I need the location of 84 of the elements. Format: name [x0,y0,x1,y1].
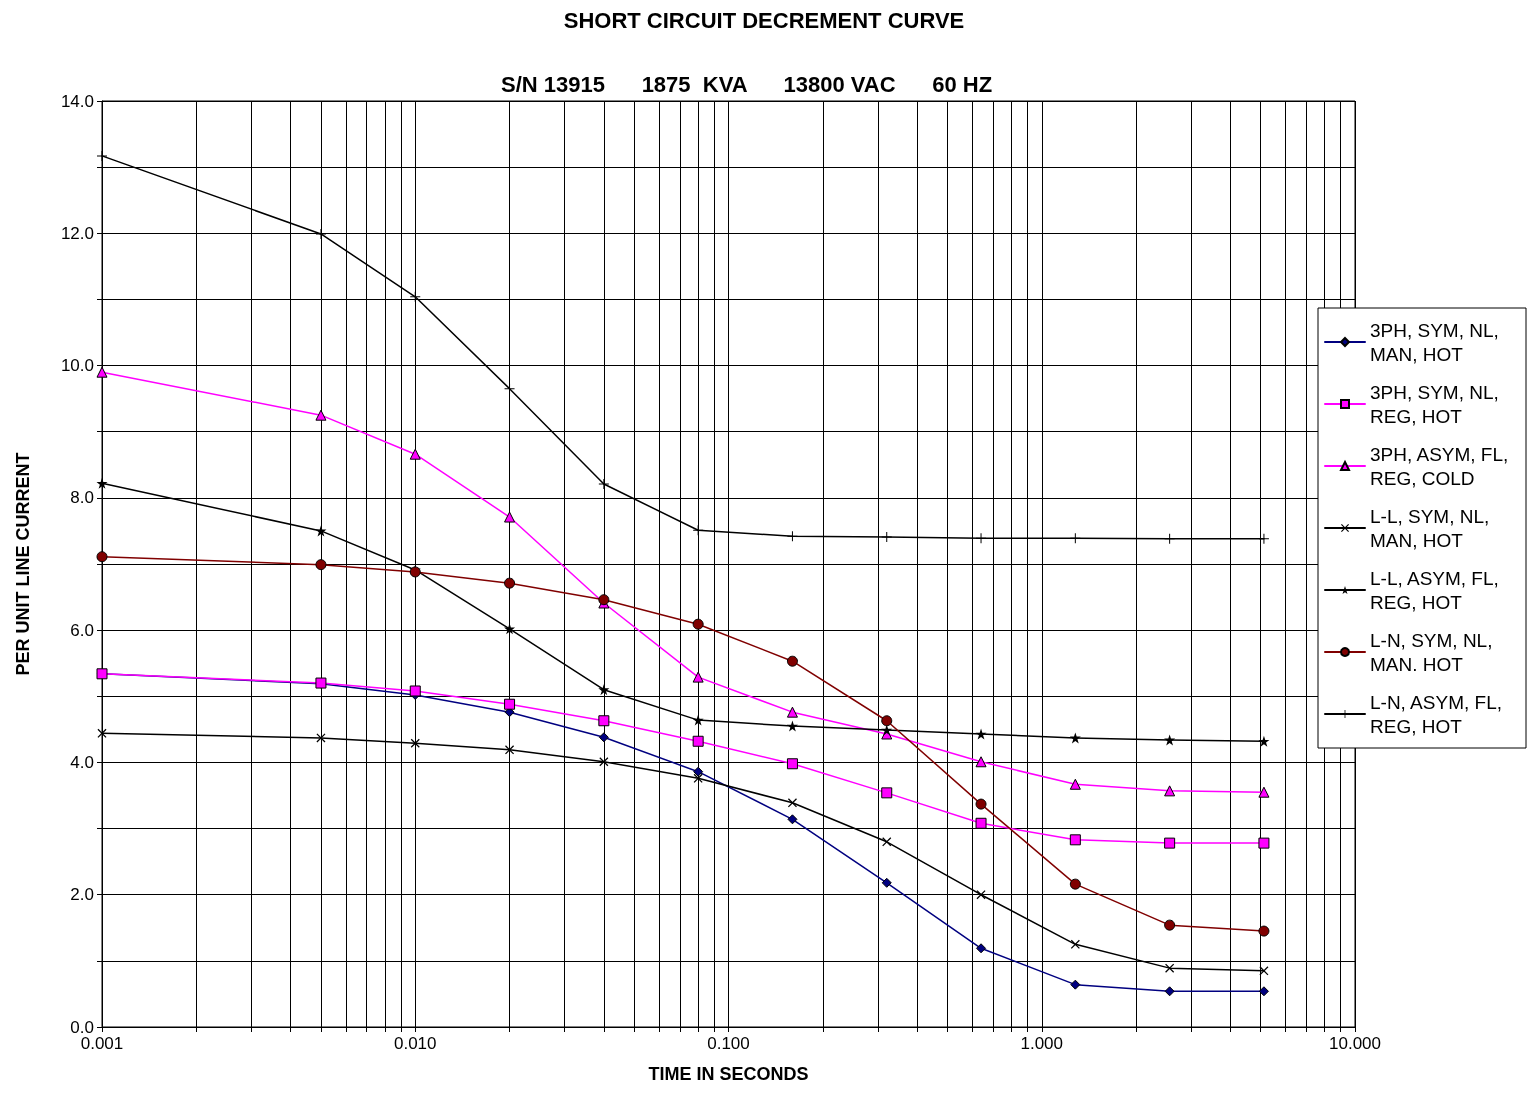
legend-label: 3PH, SYM, NL, MAN, HOT [1370,319,1505,365]
point [1259,966,1269,976]
point [881,715,893,727]
point [786,758,798,770]
y-tick-label: 10.0 [60,356,94,376]
point [693,525,704,536]
point [692,618,704,630]
point [881,787,893,799]
point [786,720,798,732]
point [598,732,609,743]
chart-subtitle: S/N 13915 1875 KVA 13800 VAC 60 HZ [501,71,993,97]
y-tick-label: 6.0 [70,620,94,640]
point [787,798,797,808]
point [1069,878,1081,890]
point [1164,986,1175,997]
y-tick-label: 4.0 [70,752,94,772]
point [692,671,704,683]
point [1069,778,1081,790]
y-tick-label: 0.0 [70,1017,94,1037]
x-tick-label: 0.100 [707,1034,750,1053]
point [504,698,516,710]
point [1165,963,1175,973]
y-tick-label: 14.0 [60,91,94,111]
legend-label: L-N, ASYM, FL, REG, HOT [1370,691,1508,737]
point [504,577,516,589]
point [598,715,610,727]
x-tick-label: 1.000 [1020,1034,1064,1053]
point [787,814,798,825]
point [1070,533,1081,544]
point [504,511,516,523]
legend-label: 3PH, ASYM, FL, REG, COLD [1370,443,1514,489]
point [315,559,327,571]
point [692,714,704,726]
y-axis-title: PER UNIT LINE CURRENT [13,452,33,676]
point [409,448,421,460]
y-tick-label: 8.0 [70,488,94,508]
legend-label: 3PH, SYM, NL, REG, HOT [1370,381,1505,427]
point [1164,919,1176,931]
point [409,685,421,697]
point [315,409,327,421]
point [1164,785,1176,797]
point [1258,837,1270,849]
point [1258,986,1269,997]
point [1258,533,1269,544]
point [786,706,798,718]
point [693,773,703,783]
point [693,766,704,777]
point [976,533,987,544]
point [505,745,515,755]
point [598,684,610,696]
point [881,877,892,888]
point [975,817,987,829]
y-tick-label: 12.0 [60,223,94,243]
point [881,724,893,736]
y-tick-label: 2.0 [70,885,94,905]
point [881,531,892,542]
point [1258,735,1270,747]
point [315,228,326,239]
point [1070,979,1081,990]
x-tick-label: 10.000 [1329,1034,1381,1053]
x-tick-label: 0.010 [393,1034,437,1053]
legend-label: L-L, ASYM, FL, REG, HOT [1370,567,1505,613]
legend-label: L-N, SYM, NL, MAN. HOT [1370,629,1498,675]
point [1069,834,1081,846]
chart-title: SHORT CIRCUIT DECREMENT CURVE [563,7,965,33]
point [1164,837,1176,849]
legend-label: L-L, SYM, NL, MAN, HOT [1370,505,1495,551]
point [975,798,987,810]
point [1164,734,1176,746]
point [410,291,421,302]
point [692,735,704,747]
point [504,383,515,394]
point [598,478,609,489]
point [786,655,798,667]
x-axis-title: TIME IN SECONDS [648,1064,809,1084]
point [976,943,987,954]
x-tick-label: 0.001 [80,1034,124,1053]
point [1258,786,1270,798]
point [1258,925,1270,937]
point [976,890,986,900]
point [1164,533,1175,544]
point [787,531,798,542]
point [975,756,987,768]
point [1069,732,1081,744]
